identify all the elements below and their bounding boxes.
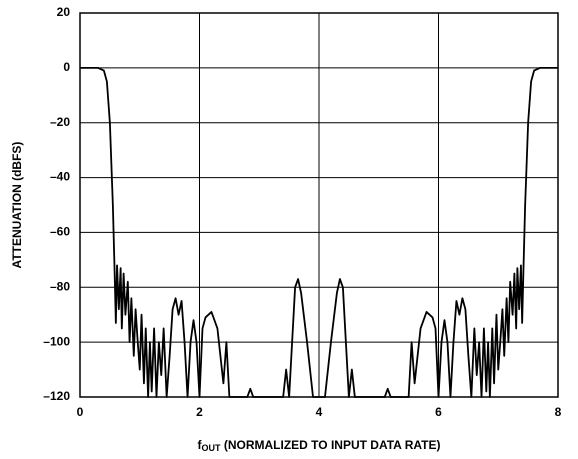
y-tick-label: 0 — [63, 60, 70, 74]
x-tick-label: 6 — [435, 405, 442, 419]
y-tick-label: 20 — [57, 5, 71, 19]
y-tick-label: –80 — [50, 279, 70, 293]
y-tick-label: –100 — [43, 334, 70, 348]
x-tick-label: 4 — [316, 405, 323, 419]
y-axis-label: ATTENUATION (dBFS) — [10, 142, 24, 269]
x-tick-label: 8 — [555, 405, 562, 419]
y-tick-label: –20 — [50, 115, 70, 129]
y-tick-label: –40 — [50, 170, 70, 184]
response-line — [80, 66, 558, 398]
y-tick-label: –60 — [50, 225, 70, 239]
x-tick-label: 2 — [196, 405, 203, 419]
x-axis-label: fOUT (NORMALIZED TO INPUT DATA RATE) — [198, 438, 441, 453]
x-label-sub: OUT — [202, 443, 222, 453]
y-tick-label: –120 — [43, 389, 70, 403]
x-tick-label: 0 — [77, 405, 84, 419]
x-label-rest: (NORMALIZED TO INPUT DATA RATE) — [221, 438, 441, 452]
x-label-main: f — [198, 438, 203, 452]
